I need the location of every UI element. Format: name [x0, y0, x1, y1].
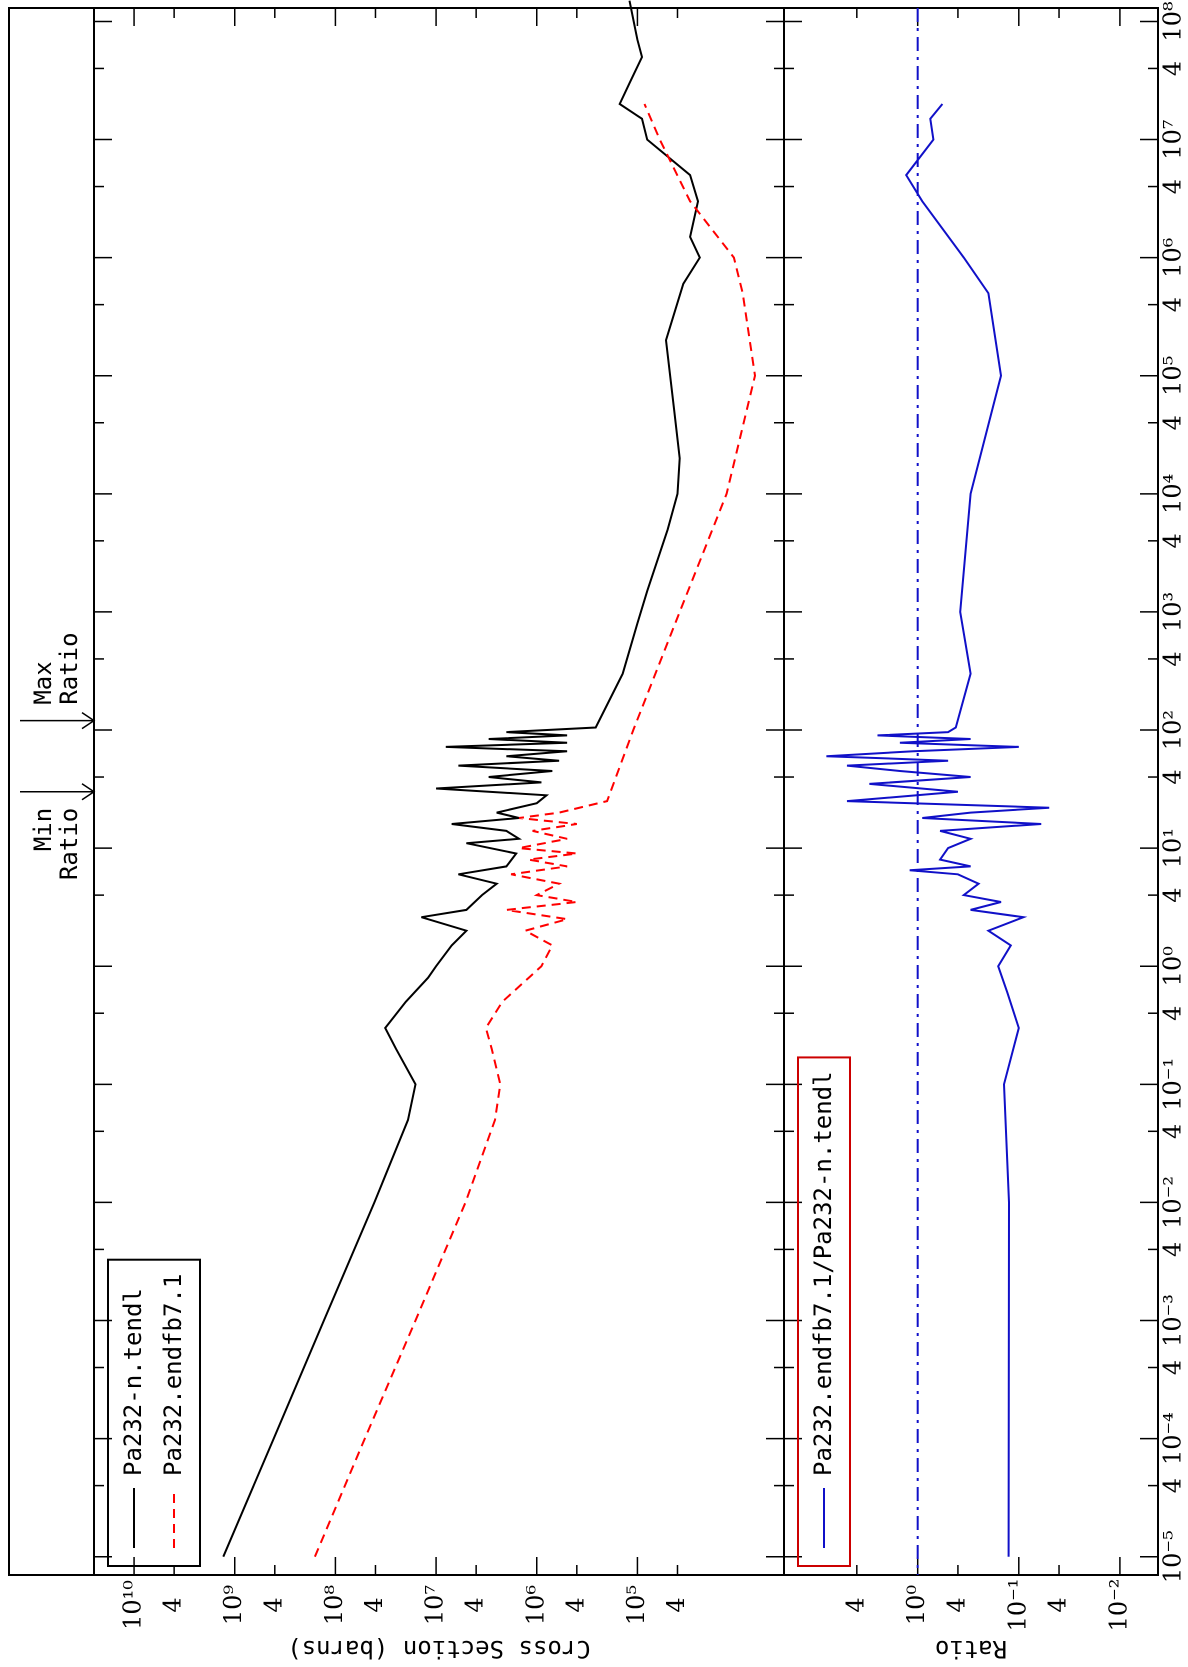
x-tick-label: 10⁻⁵ — [1159, 1530, 1187, 1583]
x-tick-label: 10⁻⁴ — [1159, 1412, 1187, 1465]
x-tick-label: 4 — [1159, 179, 1187, 194]
annotation-arrowhead — [81, 712, 96, 730]
x-tick-label: 4 — [1159, 1242, 1187, 1257]
y-tick-label: 10⁶ — [521, 1585, 549, 1625]
legend-label: Pa232-n.tendl — [119, 1288, 147, 1476]
x-tick-label: 10² — [1159, 710, 1187, 750]
y-tick-label: 10⁰ — [902, 1585, 930, 1625]
y-tick-label: 10⁹ — [219, 1585, 247, 1626]
x-tick-label: 4 — [1159, 769, 1187, 784]
annotation-text: Ratio — [55, 808, 83, 880]
y-tick-label: 4 — [360, 1597, 388, 1612]
y-tick-label: 10⁸ — [320, 1585, 348, 1625]
x-tick-label: 4 — [1159, 533, 1187, 548]
series-line — [826, 103, 1050, 1557]
y-tick-label: 4 — [461, 1597, 489, 1612]
x-tick-label: 10⁴ — [1159, 474, 1187, 514]
annotation-text: Max — [29, 661, 57, 704]
y-axis-title: Ratio — [935, 1635, 1007, 1663]
x-tick-label: 4 — [1159, 1124, 1187, 1139]
x-tick-label: 10³ — [1159, 592, 1187, 632]
series-line — [222, 0, 701, 1558]
x-tick-label: 4 — [1159, 1360, 1187, 1375]
y-tick-label: 4 — [1044, 1597, 1072, 1612]
frame — [8, 7, 1159, 1576]
x-tick-label: 4 — [1159, 1006, 1187, 1021]
x-tick-label: 10⁷ — [1159, 119, 1187, 159]
y-axis-title: Cross Section (barns) — [287, 1635, 590, 1663]
x-tick-label: 4 — [1159, 297, 1187, 312]
y-tick-label: 10⁻¹ — [1003, 1579, 1031, 1632]
x-tick-label: 10⁻¹ — [1159, 1058, 1187, 1111]
y-tick-label: 10⁵ — [622, 1585, 650, 1625]
x-tick-label: 10¹ — [1159, 828, 1187, 868]
legend-label: Pa232.endfb7.1 — [159, 1274, 187, 1476]
y-tick-label: 4 — [561, 1597, 589, 1612]
legend-label: Pa232.endfb7.1/Pa232-n.tendl — [809, 1071, 837, 1476]
annotation-text: Ratio — [55, 632, 83, 704]
x-tick-label: 10⁸ — [1159, 1, 1187, 41]
x-tick-label: 10⁶ — [1159, 238, 1187, 278]
y-tick-label: 4 — [159, 1597, 187, 1612]
y-tick-label: 4 — [259, 1597, 287, 1612]
series-line — [313, 103, 757, 1558]
x-tick-label: 10⁵ — [1159, 356, 1187, 396]
legend-box — [107, 1258, 201, 1567]
annotation-text: Min — [29, 808, 57, 851]
y-tick-label: 4 — [841, 1597, 869, 1612]
x-tick-label: 4 — [1159, 887, 1187, 902]
x-tick-label: 10⁰ — [1159, 946, 1187, 986]
x-tick-label: 4 — [1159, 415, 1187, 430]
y-tick-label: 10⁷ — [421, 1585, 449, 1625]
x-tick-label: 10⁻³ — [1159, 1294, 1187, 1347]
x-tick-label: 4 — [1159, 61, 1187, 76]
x-tick-label: 4 — [1159, 1478, 1187, 1493]
x-tick-label: 4 — [1159, 651, 1187, 666]
y-tick-label: 4 — [942, 1597, 970, 1612]
y-tick-label: 10¹⁰ — [119, 1580, 147, 1630]
x-tick-label: 10⁻² — [1159, 1176, 1187, 1229]
legend-box — [797, 1056, 851, 1567]
y-tick-label: 4 — [662, 1597, 690, 1612]
annotation-arrowhead — [81, 783, 96, 801]
y-tick-label: 10⁻² — [1104, 1579, 1132, 1632]
